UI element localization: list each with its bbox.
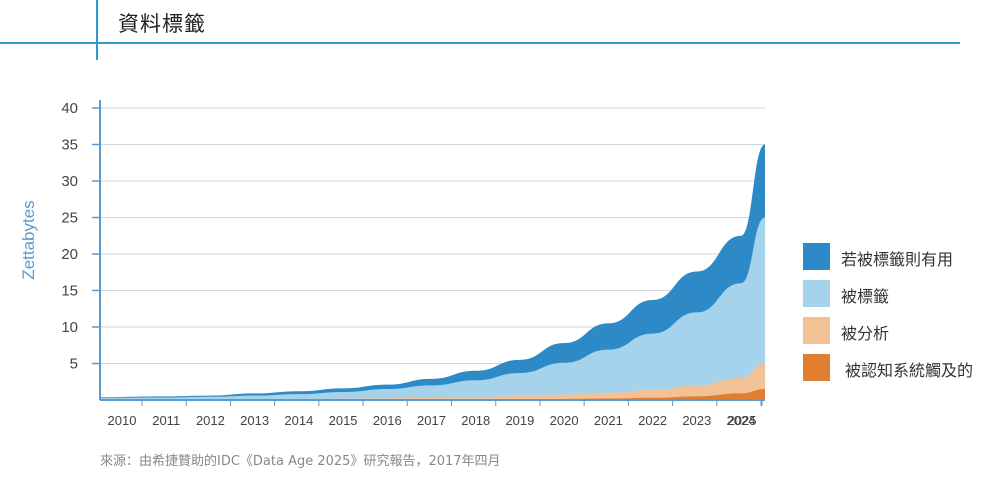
legend-swatch <box>803 280 830 307</box>
x-tick-label: 2019 <box>505 413 534 428</box>
x-tick-label: 2018 <box>461 413 490 428</box>
legend-swatch <box>803 354 830 381</box>
x-tick-label: 2024 <box>727 413 756 428</box>
x-tick-label: 2013 <box>240 413 269 428</box>
legend-label: 若被標籤則有用 <box>841 250 954 269</box>
legend-label: 被認知系統觸及的 <box>845 361 974 380</box>
legend-label: 被標籤 <box>841 287 890 306</box>
y-tick-label: 40 <box>61 100 78 117</box>
series-areas <box>101 144 765 400</box>
y-tick-label: 5 <box>70 356 78 373</box>
axes <box>92 100 765 406</box>
y-tick-label: 30 <box>61 173 78 190</box>
series-area-0 <box>101 144 765 400</box>
x-tick-label: 2021 <box>594 413 623 428</box>
y-tick-label: 15 <box>61 283 78 300</box>
legend-swatch <box>803 243 830 270</box>
x-tick-label: 2022 <box>638 413 667 428</box>
x-tick-label: 2012 <box>196 413 225 428</box>
header-tick <box>96 0 98 60</box>
header-rule <box>0 42 960 44</box>
x-tick-label: 2020 <box>550 413 579 428</box>
y-tick-label: 25 <box>61 210 78 227</box>
series-area-1 <box>101 217 765 400</box>
y-tick-label: 20 <box>61 246 78 263</box>
source-note: 來源：由希捷贊助的IDC《Data Age 2025》研究報告，2017年四月 <box>100 454 501 469</box>
page-title: 資料標籤 <box>118 12 206 36</box>
y-axis-title: Zettabytes <box>19 200 38 279</box>
x-tick-label: 2017 <box>417 413 446 428</box>
x-tick-label: 2014 <box>284 413 313 428</box>
x-tick-label: 2015 <box>329 413 358 428</box>
x-tick-label: 2016 <box>373 413 402 428</box>
series-area-3 <box>101 389 765 400</box>
x-tick-label: 2011 <box>152 413 180 428</box>
x-tick-label: 2010 <box>108 413 137 428</box>
legend-swatch <box>803 317 830 344</box>
y-tick-label: 10 <box>61 319 78 336</box>
x-tick-label: 2025 <box>728 413 757 428</box>
legend-label: 被分析 <box>841 324 890 343</box>
x-tick-label: 2023 <box>682 413 711 428</box>
y-tick-label: 35 <box>61 137 78 154</box>
